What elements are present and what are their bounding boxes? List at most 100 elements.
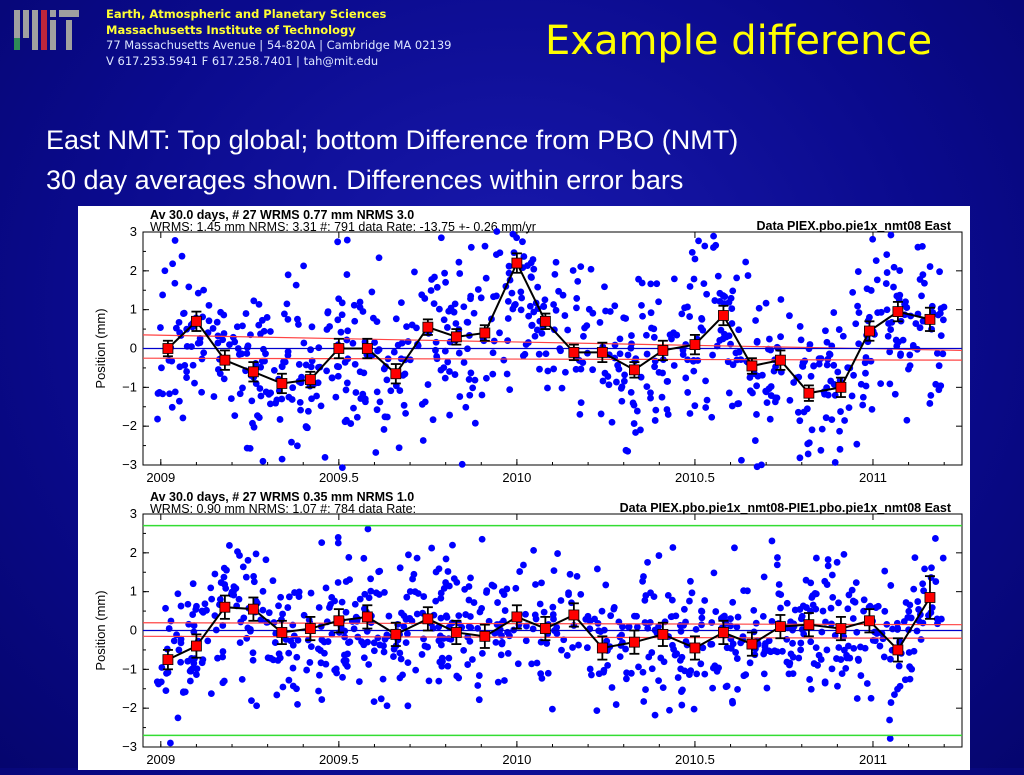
data-point <box>214 339 222 347</box>
average-marker <box>689 642 701 654</box>
average-marker <box>864 325 875 337</box>
data-point <box>203 606 210 614</box>
data-point <box>533 326 541 334</box>
data-point <box>171 388 179 396</box>
data-point <box>375 254 383 262</box>
data-point <box>403 323 410 330</box>
data-point <box>891 390 899 398</box>
data-point <box>294 315 301 323</box>
data-point <box>887 582 895 589</box>
data-point <box>466 637 474 645</box>
data-point <box>691 402 699 410</box>
data-point <box>596 319 604 326</box>
data-point <box>890 263 898 271</box>
data-point <box>903 304 911 311</box>
data-point <box>648 649 656 656</box>
data-point <box>667 613 675 621</box>
average-marker <box>162 654 174 666</box>
data-point <box>458 460 466 468</box>
fit-line <box>142 622 963 626</box>
data-point <box>500 591 508 599</box>
data-point <box>651 363 658 371</box>
data-point <box>573 572 581 580</box>
average-marker <box>892 644 904 656</box>
average-marker <box>422 613 434 625</box>
data-point <box>331 597 338 605</box>
data-point <box>246 444 254 452</box>
data-point <box>752 619 760 627</box>
data-point <box>883 306 891 314</box>
data-point <box>702 377 709 385</box>
average-marker <box>835 381 847 393</box>
data-point <box>275 650 283 658</box>
data-point <box>413 554 421 562</box>
data-point <box>577 365 585 373</box>
data-point <box>729 361 737 369</box>
data-point <box>361 590 369 598</box>
data-point <box>307 346 315 354</box>
average-marker <box>450 331 462 343</box>
data-point <box>544 367 552 375</box>
data-point <box>177 602 185 610</box>
data-point <box>647 394 654 402</box>
data-point <box>850 645 858 652</box>
average-marker <box>539 623 551 634</box>
info-line-2: WRMS: 1.45 mm NRMS: 3.31 #: 791 data Rat… <box>150 220 536 234</box>
data-point <box>607 612 615 620</box>
data-point <box>917 636 925 643</box>
data-point <box>844 605 852 613</box>
data-point <box>876 642 884 650</box>
data-point <box>356 303 364 311</box>
data-point <box>376 567 384 575</box>
data-point <box>855 309 863 317</box>
data-point <box>561 312 569 319</box>
y-tick-label: 0 <box>130 341 137 356</box>
data-point <box>742 258 750 266</box>
data-point <box>401 370 409 378</box>
header-block: Earth, Atmospheric and Planetary Science… <box>106 7 451 69</box>
data-point <box>494 599 501 606</box>
data-point <box>418 291 426 299</box>
data-point <box>608 418 616 426</box>
data-point <box>577 590 585 598</box>
data-point <box>387 387 395 395</box>
data-point <box>400 401 408 409</box>
data-point <box>237 618 245 626</box>
average-marker <box>835 623 847 634</box>
data-point <box>504 315 512 322</box>
data-point <box>303 666 311 674</box>
data-point <box>194 339 202 347</box>
data-point <box>404 659 412 667</box>
data-point <box>873 276 881 284</box>
data-point <box>509 230 517 238</box>
data-point <box>686 283 694 290</box>
data-point <box>171 279 179 287</box>
data-point <box>244 556 252 564</box>
data-point <box>519 238 526 246</box>
data-point <box>455 349 463 357</box>
data-point <box>560 636 568 644</box>
data-point <box>402 639 410 647</box>
data-point <box>707 640 715 648</box>
data-point <box>685 671 693 679</box>
data-point <box>449 541 456 549</box>
data-point <box>734 685 741 693</box>
data-point <box>172 324 180 332</box>
average-marker <box>276 378 288 389</box>
data-point <box>577 263 585 271</box>
data-point <box>752 317 759 324</box>
y-tick-label: 2 <box>130 545 137 560</box>
data-point <box>475 696 483 704</box>
data-point <box>315 344 323 352</box>
data-point <box>207 690 215 698</box>
data-point <box>653 280 661 288</box>
data-point <box>166 390 173 398</box>
data-point <box>647 309 655 317</box>
data-point <box>331 666 339 674</box>
data-point <box>678 310 686 318</box>
data-point <box>200 349 208 357</box>
data-point <box>597 410 605 418</box>
data-point <box>394 341 402 349</box>
data-point <box>343 379 351 387</box>
data-point <box>918 292 925 300</box>
